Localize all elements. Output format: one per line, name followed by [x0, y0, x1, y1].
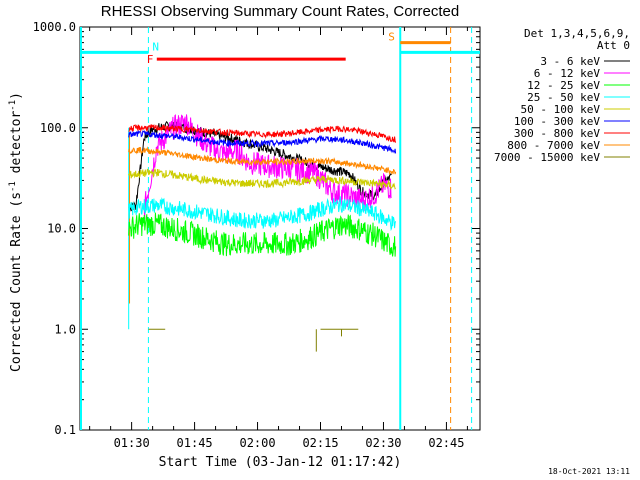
legend: Det 1,3,4,5,6,9, Att 0 — [524, 27, 630, 52]
series-line — [128, 123, 397, 143]
legend-entry-label: 6 - 12 keV — [534, 67, 601, 80]
y-label-sup2: -1 — [8, 100, 18, 111]
x-tick-label: 02:00 — [239, 436, 275, 450]
x-tick-label: 01:45 — [177, 436, 213, 450]
legend-entry-label: 25 - 50 keV — [527, 91, 600, 104]
series-300-800kev — [128, 123, 397, 143]
series-100-300kev — [128, 129, 397, 154]
legend-entry-label: 3 - 6 keV — [540, 55, 600, 68]
series-800-7000kev — [128, 146, 397, 176]
series-line — [128, 196, 397, 232]
series-line — [128, 146, 397, 176]
series-12-25kev — [128, 212, 397, 257]
svg-text:Corrected Count Rate (s-1 dete: Corrected Count Rate (s-1 detector-1) — [8, 92, 24, 372]
y-label-part1: Corrected Count Rate (s — [9, 192, 24, 372]
y-label-sup1: -1 — [8, 181, 18, 192]
x-tick-label: 01:30 — [114, 436, 150, 450]
legend-entry-label: 12 - 25 keV — [527, 79, 600, 92]
series-line — [128, 212, 397, 257]
legend-entry-label: 800 - 7000 keV — [507, 139, 600, 152]
y-tick-label: 100.0 — [40, 121, 76, 135]
plot-area: 1000.0 100.0 10.0 1.0 0.1 01:30 01:45 02:00 02:1… — [33, 20, 630, 450]
legend-entry-label: 50 - 100 keV — [521, 103, 601, 116]
legend-entry-label: 7000 - 15000 keV — [494, 151, 600, 164]
y-tick-label: 1000.0 — [33, 20, 76, 34]
legend-entry-label: 100 - 300 keV — [514, 115, 600, 128]
y-label-part2: detector — [9, 111, 24, 182]
x-tick-label: 02:15 — [302, 436, 338, 450]
flag-label-f: F — [147, 53, 154, 66]
series-7000-15000kev — [148, 328, 359, 352]
flag-label-s: S — [388, 31, 395, 44]
flag-label-n: N — [152, 40, 159, 53]
chart-title: RHESSI Observing Summary Count Rates, Co… — [101, 3, 459, 20]
legend-entry-label: 300 - 800 keV — [514, 127, 600, 140]
y-tick-label: 1.0 — [54, 322, 76, 336]
x-tick-label: 02:45 — [428, 436, 464, 450]
x-axis-title: Start Time (03-Jan-12 01:17:42) — [159, 455, 402, 470]
series-line — [128, 129, 397, 154]
y-label-part3: ) — [9, 92, 24, 100]
legend-header-line2: Att 0 — [597, 39, 630, 52]
y-tick-label: 10.0 — [47, 222, 76, 236]
y-axis-title: Corrected Count Rate (s-1 detector-1) — [8, 92, 24, 372]
series-25-50kev — [128, 196, 397, 232]
footer-timestamp: 18-Oct-2021 13:11 — [548, 467, 630, 476]
series-50-100kev — [128, 167, 396, 190]
y-tick-label: 0.1 — [54, 423, 76, 437]
plot-frame — [79, 26, 481, 431]
x-tick-label: 02:30 — [365, 436, 401, 450]
legend-header-line1: Det 1,3,4,5,6,9, — [524, 27, 630, 40]
series-line — [128, 167, 396, 190]
